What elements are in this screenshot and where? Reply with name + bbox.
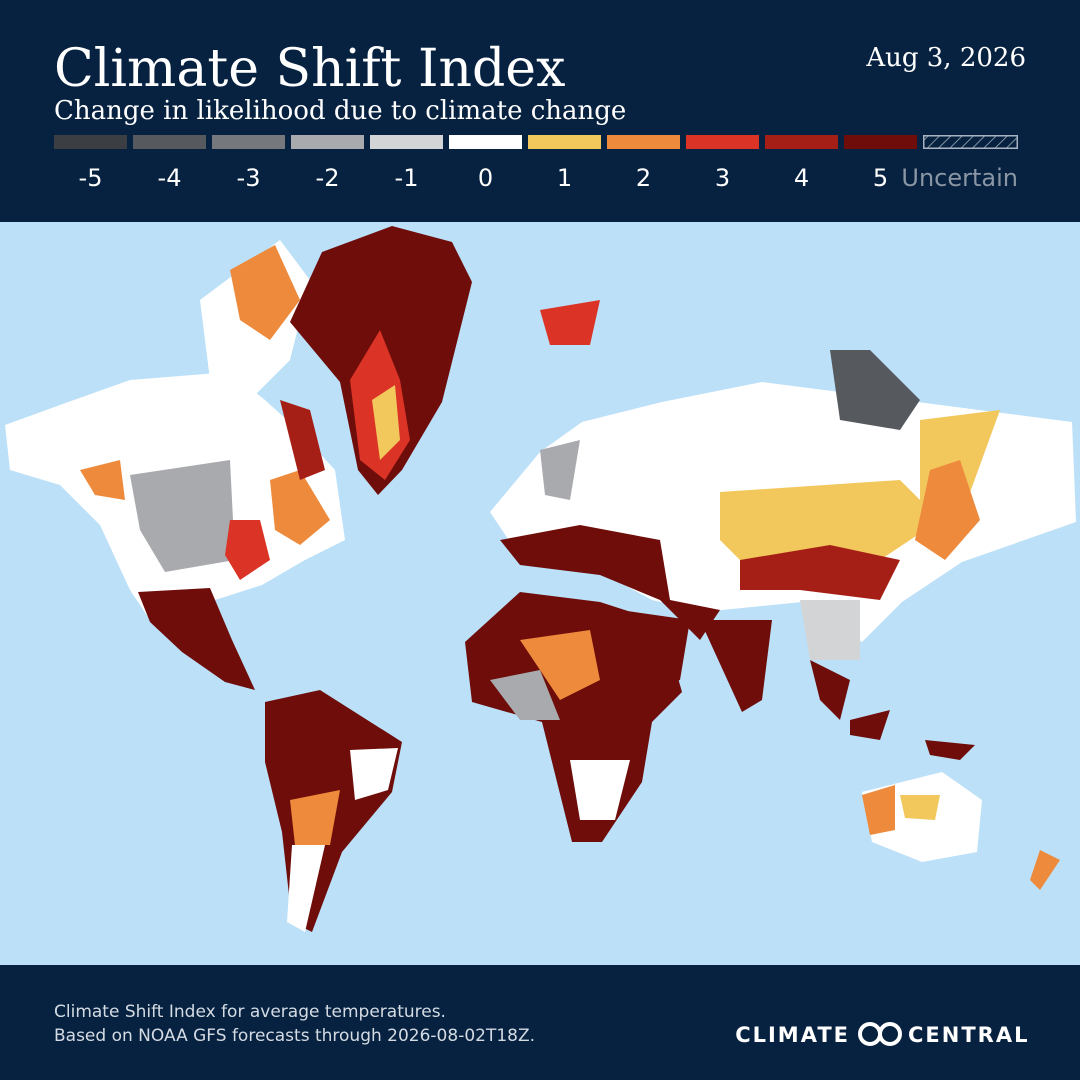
subtitle: Change in likelihood due to climate chan… — [54, 96, 626, 126]
legend-swatch — [686, 135, 759, 149]
footnote: Climate Shift Index for average temperat… — [54, 1002, 446, 1022]
southeast-asia — [810, 660, 850, 720]
title: Climate Shift Index — [54, 39, 565, 99]
legend-swatch — [607, 135, 680, 149]
region-warm — [862, 785, 895, 835]
legend-swatch — [528, 135, 601, 149]
logo-icon — [858, 1022, 902, 1046]
legend-label: 1 — [557, 164, 572, 192]
region-neutral — [350, 748, 398, 800]
legend-label: -1 — [395, 164, 419, 192]
region-warm — [290, 790, 340, 845]
legend-label: 0 — [478, 164, 493, 192]
legend-swatch — [370, 135, 443, 149]
legend-swatch — [765, 135, 838, 149]
date: Aug 3, 2026 — [865, 43, 1026, 73]
legend-label: -4 — [158, 164, 182, 192]
legend-swatch — [212, 135, 285, 149]
legend-label: -3 — [237, 164, 261, 192]
india — [700, 620, 772, 712]
region-cool — [800, 600, 860, 660]
region-cool — [130, 460, 235, 572]
africa — [465, 592, 682, 842]
legend-swatch — [923, 135, 1018, 149]
region-cool — [490, 670, 560, 720]
region-hot — [740, 545, 900, 600]
islands — [850, 710, 890, 740]
legend: -5 -4 -3 -2 -1 0 1 2 3 4 5 Uncertain — [54, 135, 1018, 192]
footnote: Based on NOAA GFS forecasts through 2026… — [54, 1026, 535, 1046]
region-warm — [915, 460, 980, 560]
region-warm — [520, 630, 600, 700]
legend-label: Uncertain — [901, 164, 1018, 192]
region-hot — [280, 400, 325, 480]
legend-label: 3 — [715, 164, 730, 192]
legend-label: -5 — [79, 164, 103, 192]
legend-swatch — [54, 135, 127, 149]
region-hot — [225, 520, 270, 580]
legend-swatch — [133, 135, 206, 149]
map — [0, 222, 1080, 965]
legend-swatch — [291, 135, 364, 149]
islands — [540, 300, 600, 345]
region-cool — [830, 350, 920, 430]
region-warm — [270, 470, 330, 545]
region-hot — [500, 525, 720, 640]
new-zealand — [1030, 850, 1060, 890]
region-warm — [80, 460, 125, 500]
legend-label: 5 — [873, 164, 888, 192]
islands — [925, 740, 975, 760]
logo-text: CENTRAL — [908, 1023, 1029, 1047]
legend-label: -2 — [316, 164, 340, 192]
logo-text: CLIMATE — [735, 1023, 850, 1047]
region-neutral — [287, 845, 325, 932]
region-hot — [138, 588, 255, 690]
region-warm — [230, 245, 300, 340]
region-cool — [540, 440, 580, 500]
region-neutral — [570, 760, 630, 820]
legend-swatch — [449, 135, 522, 149]
legend-label: 2 — [636, 164, 651, 192]
region-warm — [372, 385, 400, 460]
region-warm — [900, 795, 940, 820]
legend-label: 4 — [794, 164, 809, 192]
legend-swatch — [844, 135, 917, 149]
